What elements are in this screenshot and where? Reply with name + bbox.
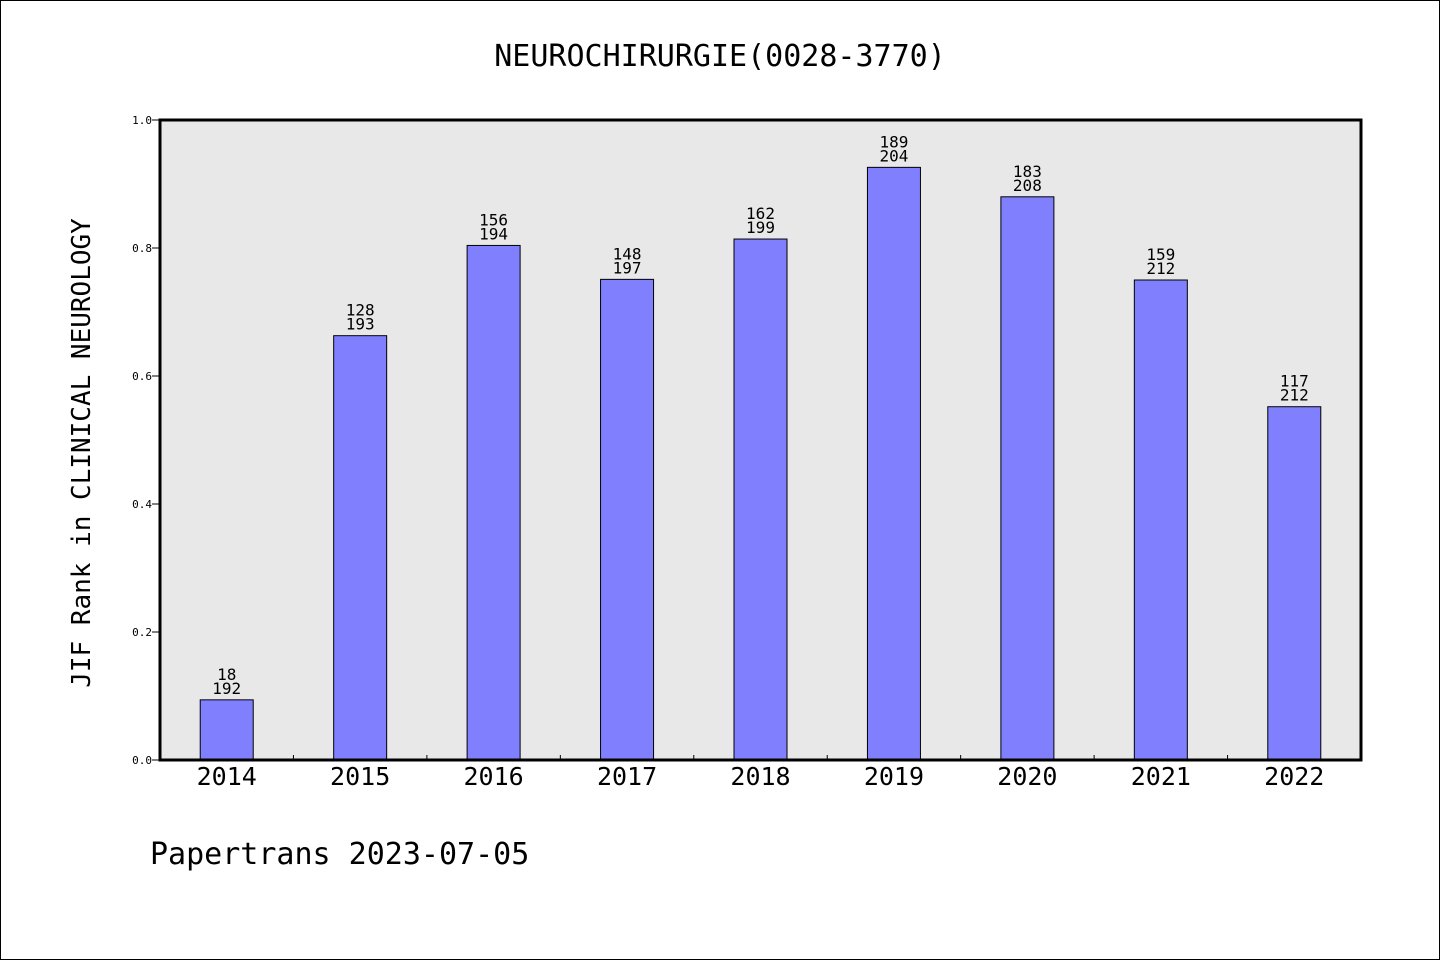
bar bbox=[1000, 196, 1055, 761]
y-tick-label: 0.2 bbox=[132, 626, 152, 639]
bar-rank-label: 117 bbox=[1280, 372, 1309, 391]
x-tick-label: 2022 bbox=[1264, 762, 1324, 791]
bar bbox=[866, 166, 921, 761]
x-tick-label: 2020 bbox=[997, 762, 1057, 791]
bar-total-label: 194 bbox=[479, 224, 508, 243]
bar-rank-label: 162 bbox=[746, 204, 775, 223]
bar-total-label: 208 bbox=[1013, 176, 1042, 195]
footer-text: Papertrans 2023-07-05 bbox=[150, 837, 529, 872]
x-axis: 2014 2015 2016 2017 2018 2019 2020 2021 2022 bbox=[197, 755, 1324, 791]
bar-total-label: 199 bbox=[746, 218, 775, 237]
x-tick-label: 2016 bbox=[464, 762, 524, 791]
bar bbox=[600, 278, 655, 761]
bar bbox=[733, 238, 788, 761]
bar bbox=[1267, 406, 1322, 761]
bar-total-label: 212 bbox=[1280, 386, 1309, 405]
y-tick-label: 0.8 bbox=[132, 242, 152, 255]
x-tick-label: 2018 bbox=[730, 762, 790, 791]
x-tick-label: 2019 bbox=[864, 762, 924, 791]
bar-total-label: 212 bbox=[1146, 259, 1175, 278]
y-tick-label: 0.6 bbox=[132, 370, 152, 383]
bar-total-label: 204 bbox=[879, 146, 908, 165]
bar bbox=[1133, 279, 1188, 761]
bar bbox=[466, 244, 521, 761]
x-tick-label: 2015 bbox=[330, 762, 390, 791]
bar bbox=[199, 699, 254, 761]
bar-total-label: 193 bbox=[346, 315, 375, 334]
bar-rank-label: 159 bbox=[1146, 245, 1175, 264]
bar-total-label: 197 bbox=[613, 258, 642, 277]
y-axis-label: JIF Rank in CLINICAL NEUROLOGY bbox=[67, 218, 97, 688]
bar-rank-label: 183 bbox=[1013, 162, 1042, 181]
x-tick-label: 2021 bbox=[1131, 762, 1191, 791]
bar-rank-label: 128 bbox=[346, 301, 375, 320]
plot-frame bbox=[158, 118, 1363, 762]
chart-title: NEUROCHIRURGIE(0028-3770) bbox=[494, 39, 946, 74]
y-axis: 0.0 0.2 0.4 0.6 0.8 1.0 bbox=[132, 114, 160, 767]
bar bbox=[333, 335, 388, 761]
x-tick-label: 2017 bbox=[597, 762, 657, 791]
bar-rank-label: 148 bbox=[613, 244, 642, 263]
y-tick-label: 1.0 bbox=[132, 114, 152, 127]
y-tick-label: 0.4 bbox=[132, 498, 152, 511]
bar-rank-label: 189 bbox=[879, 132, 908, 151]
x-tick-label: 2014 bbox=[197, 762, 257, 791]
bar-rank-label: 18 bbox=[217, 665, 236, 684]
y-tick-label: 0.0 bbox=[132, 754, 152, 767]
bar-rank-label: 156 bbox=[479, 210, 508, 229]
bar-total-label: 192 bbox=[212, 679, 241, 698]
